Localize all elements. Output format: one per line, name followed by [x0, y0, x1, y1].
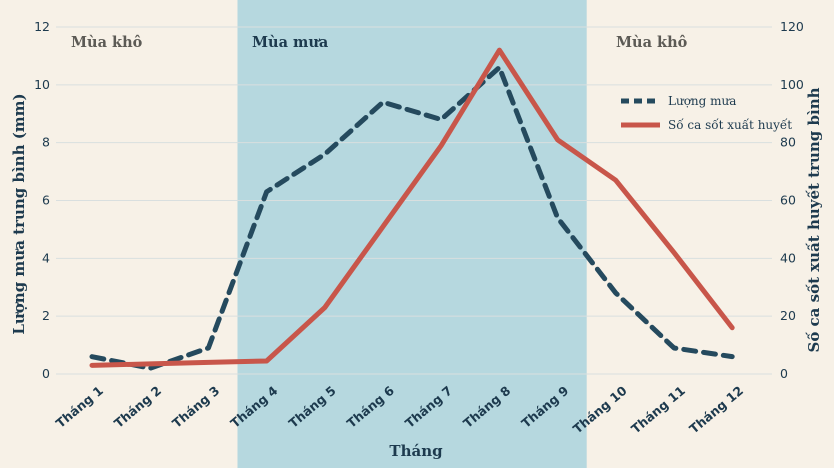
y-right-tick-label: 60 [780, 193, 796, 208]
y-left-tick-label: 2 [42, 308, 50, 323]
y-left-tick-label: 0 [42, 366, 50, 381]
y-right-tick-label: 100 [780, 77, 804, 92]
season-label: Mùa khô [616, 34, 688, 51]
x-tick-label: Tháng 11 [628, 383, 688, 437]
y-right-tick-label: 20 [780, 308, 796, 323]
y-left-tick-label: 12 [34, 19, 50, 34]
x-tick-label: Tháng 3 [169, 383, 222, 431]
rainy-season-band [237, 0, 587, 468]
x-tick-label: Tháng 2 [111, 383, 164, 431]
y-axis-right-title: Số ca sốt xuất huyết trung bình [805, 87, 823, 352]
y-right-tick-label: 40 [780, 250, 796, 265]
legend-label-dengue: Số ca sốt xuất huyết [668, 117, 792, 132]
y-right-tick-label: 120 [780, 19, 804, 34]
y-left-tick-label: 6 [42, 193, 50, 208]
y-axis-left-title: Lượng mưa trung bình (mm) [10, 93, 28, 334]
rainfall-line [89, 64, 735, 371]
x-tick-label: Tháng 12 [686, 383, 746, 437]
legend-label-rain: Lượng mưa [668, 94, 736, 108]
season-label: Mùa khô [71, 34, 143, 51]
x-axis-title: Tháng [389, 442, 443, 460]
dengue-cases-line [89, 47, 735, 368]
y-right-tick-label: 80 [780, 135, 796, 150]
y-left-tick-label: 8 [42, 135, 50, 150]
season-label: Mùa mưa [252, 34, 329, 51]
y-left-tick-label: 10 [34, 77, 50, 92]
x-tick-label: Tháng 1 [53, 383, 106, 431]
y-right-tick-label: 0 [780, 366, 788, 381]
y-left-tick-label: 4 [42, 250, 50, 265]
